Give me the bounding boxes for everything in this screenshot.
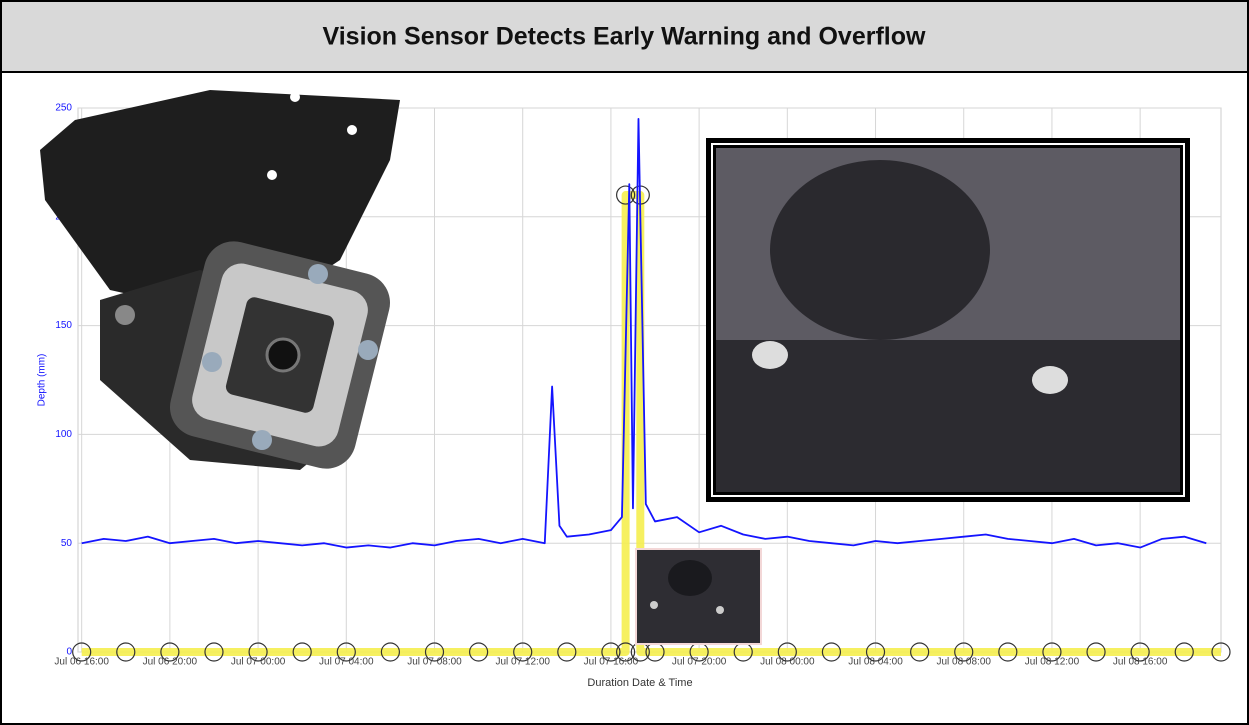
marker: [72, 642, 92, 662]
marker: [601, 642, 621, 662]
x-tick-label: Jul 07 12:00: [495, 657, 550, 668]
sensor-photo: [40, 90, 400, 470]
marker: [513, 642, 533, 662]
marker: [865, 642, 886, 662]
marker: [910, 642, 930, 662]
y-tick-label: 250: [55, 103, 72, 114]
marker: [336, 642, 356, 662]
x-tick-label: Jul 08 16:00: [1113, 657, 1168, 668]
x-tick-label: Jul 07 08:00: [407, 657, 462, 668]
marker: [1086, 642, 1106, 662]
x-tick-label: Jul 08 12:00: [1025, 657, 1080, 668]
y-tick-label: 50: [61, 538, 73, 549]
marker: [777, 642, 797, 662]
x-tick-label: Jul 08 04:00: [848, 657, 903, 668]
marker: [998, 642, 1018, 662]
marker: [1042, 642, 1062, 662]
x-tick-label: Jul 07 00:00: [231, 657, 286, 668]
marker: [557, 642, 577, 662]
depth-line: [81, 117, 1207, 549]
x-tick-label: Jul 08 08:00: [936, 657, 991, 668]
marker: [616, 642, 636, 662]
y-axis-label: Depth (mm): [37, 354, 48, 407]
marker: [1211, 642, 1231, 662]
marker: [954, 642, 974, 662]
x-tick-label: Jul 07 04:00: [319, 657, 374, 668]
y-tick-label: 150: [55, 320, 72, 331]
marker: [424, 642, 445, 662]
y-tick-label: 100: [55, 429, 72, 440]
marker: [380, 642, 400, 662]
marker: [469, 642, 489, 662]
x-tick-label: Jul 07 16:00: [584, 657, 639, 668]
marker: [116, 642, 136, 662]
marker: [292, 642, 312, 662]
x-tick-label: Jul 06 20:00: [143, 657, 198, 668]
marker: [204, 642, 224, 662]
x-tick-label: Jul 07 20:00: [672, 657, 727, 668]
marker: [1130, 642, 1150, 662]
x-tick-label: Jul 08 00:00: [760, 657, 815, 668]
marker: [616, 185, 636, 205]
marker: [821, 642, 842, 662]
camera-image: [706, 138, 1190, 502]
marker: [160, 642, 180, 662]
marker: [1174, 642, 1194, 662]
thumbnail: [635, 548, 762, 645]
marker: [248, 642, 268, 662]
chart-title: Vision Sensor Detects Early Warning and …: [323, 23, 926, 51]
photos: [40, 90, 1190, 645]
y-tick-label: 0: [66, 647, 72, 658]
x-axis-label: Duration Date & Time: [587, 677, 692, 689]
x-tick-label: Jul 06 16:00: [54, 657, 109, 668]
title-bar: [0, 0, 1249, 73]
